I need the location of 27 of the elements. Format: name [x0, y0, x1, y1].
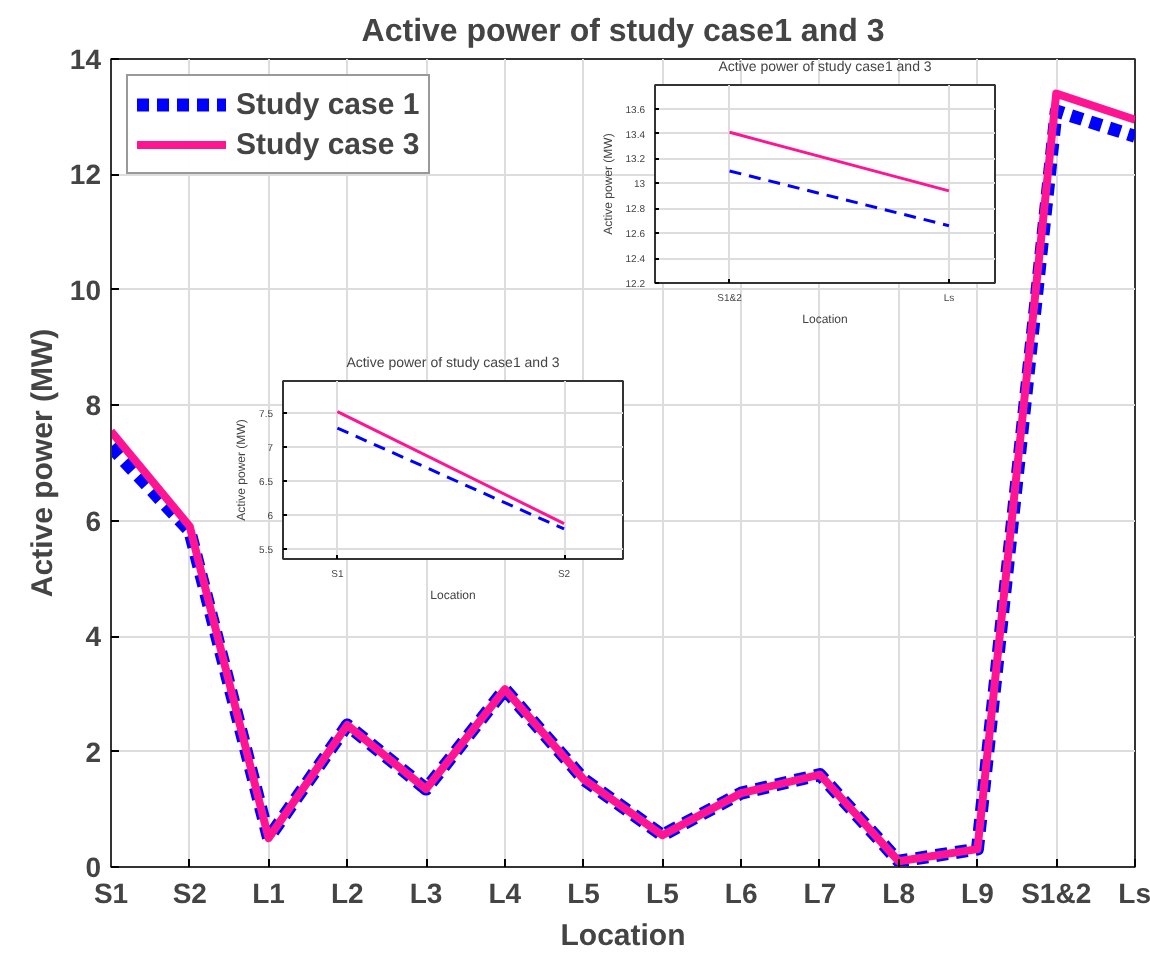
x-tick-label: S2 [172, 877, 208, 909]
x-tick-label: L8 [882, 877, 916, 909]
x-axis-title: Location [560, 919, 686, 953]
x-tick-label: L1 [252, 877, 286, 909]
x-tick-label: L3 [409, 877, 443, 909]
x-tick-label: L9 [961, 877, 995, 909]
legend-label: Study case 3 [236, 127, 420, 161]
legend-label: Study case 1 [236, 87, 420, 121]
y-tick-label: 10 [69, 273, 102, 306]
y-tick-label: 6 [85, 504, 102, 537]
y-tick-label: 8 [85, 389, 102, 422]
y-tick-label: 2 [85, 735, 102, 768]
x-tick-label: L4 [488, 877, 522, 909]
y-axis-title: Active power (MW) [25, 328, 60, 598]
x-tick-label: L5 [646, 877, 680, 909]
x-tick-label: S1 [93, 877, 129, 909]
y-tick-label: 0 [85, 851, 102, 883]
y-tick-label: 12 [69, 158, 102, 191]
x-tick-label: L5 [567, 877, 601, 909]
x-tick-label: S1&2 [1021, 877, 1092, 909]
x-tick-label: L7 [803, 877, 837, 909]
chart-title: Active power of study case1 and 3 [361, 15, 885, 49]
x-tick-label: L6 [724, 877, 758, 909]
y-tick-label: 4 [85, 620, 102, 653]
y-tick-label: 14 [69, 43, 102, 75]
x-tick-label: L2 [330, 877, 365, 909]
x-tick-label: Ls [1118, 877, 1150, 909]
